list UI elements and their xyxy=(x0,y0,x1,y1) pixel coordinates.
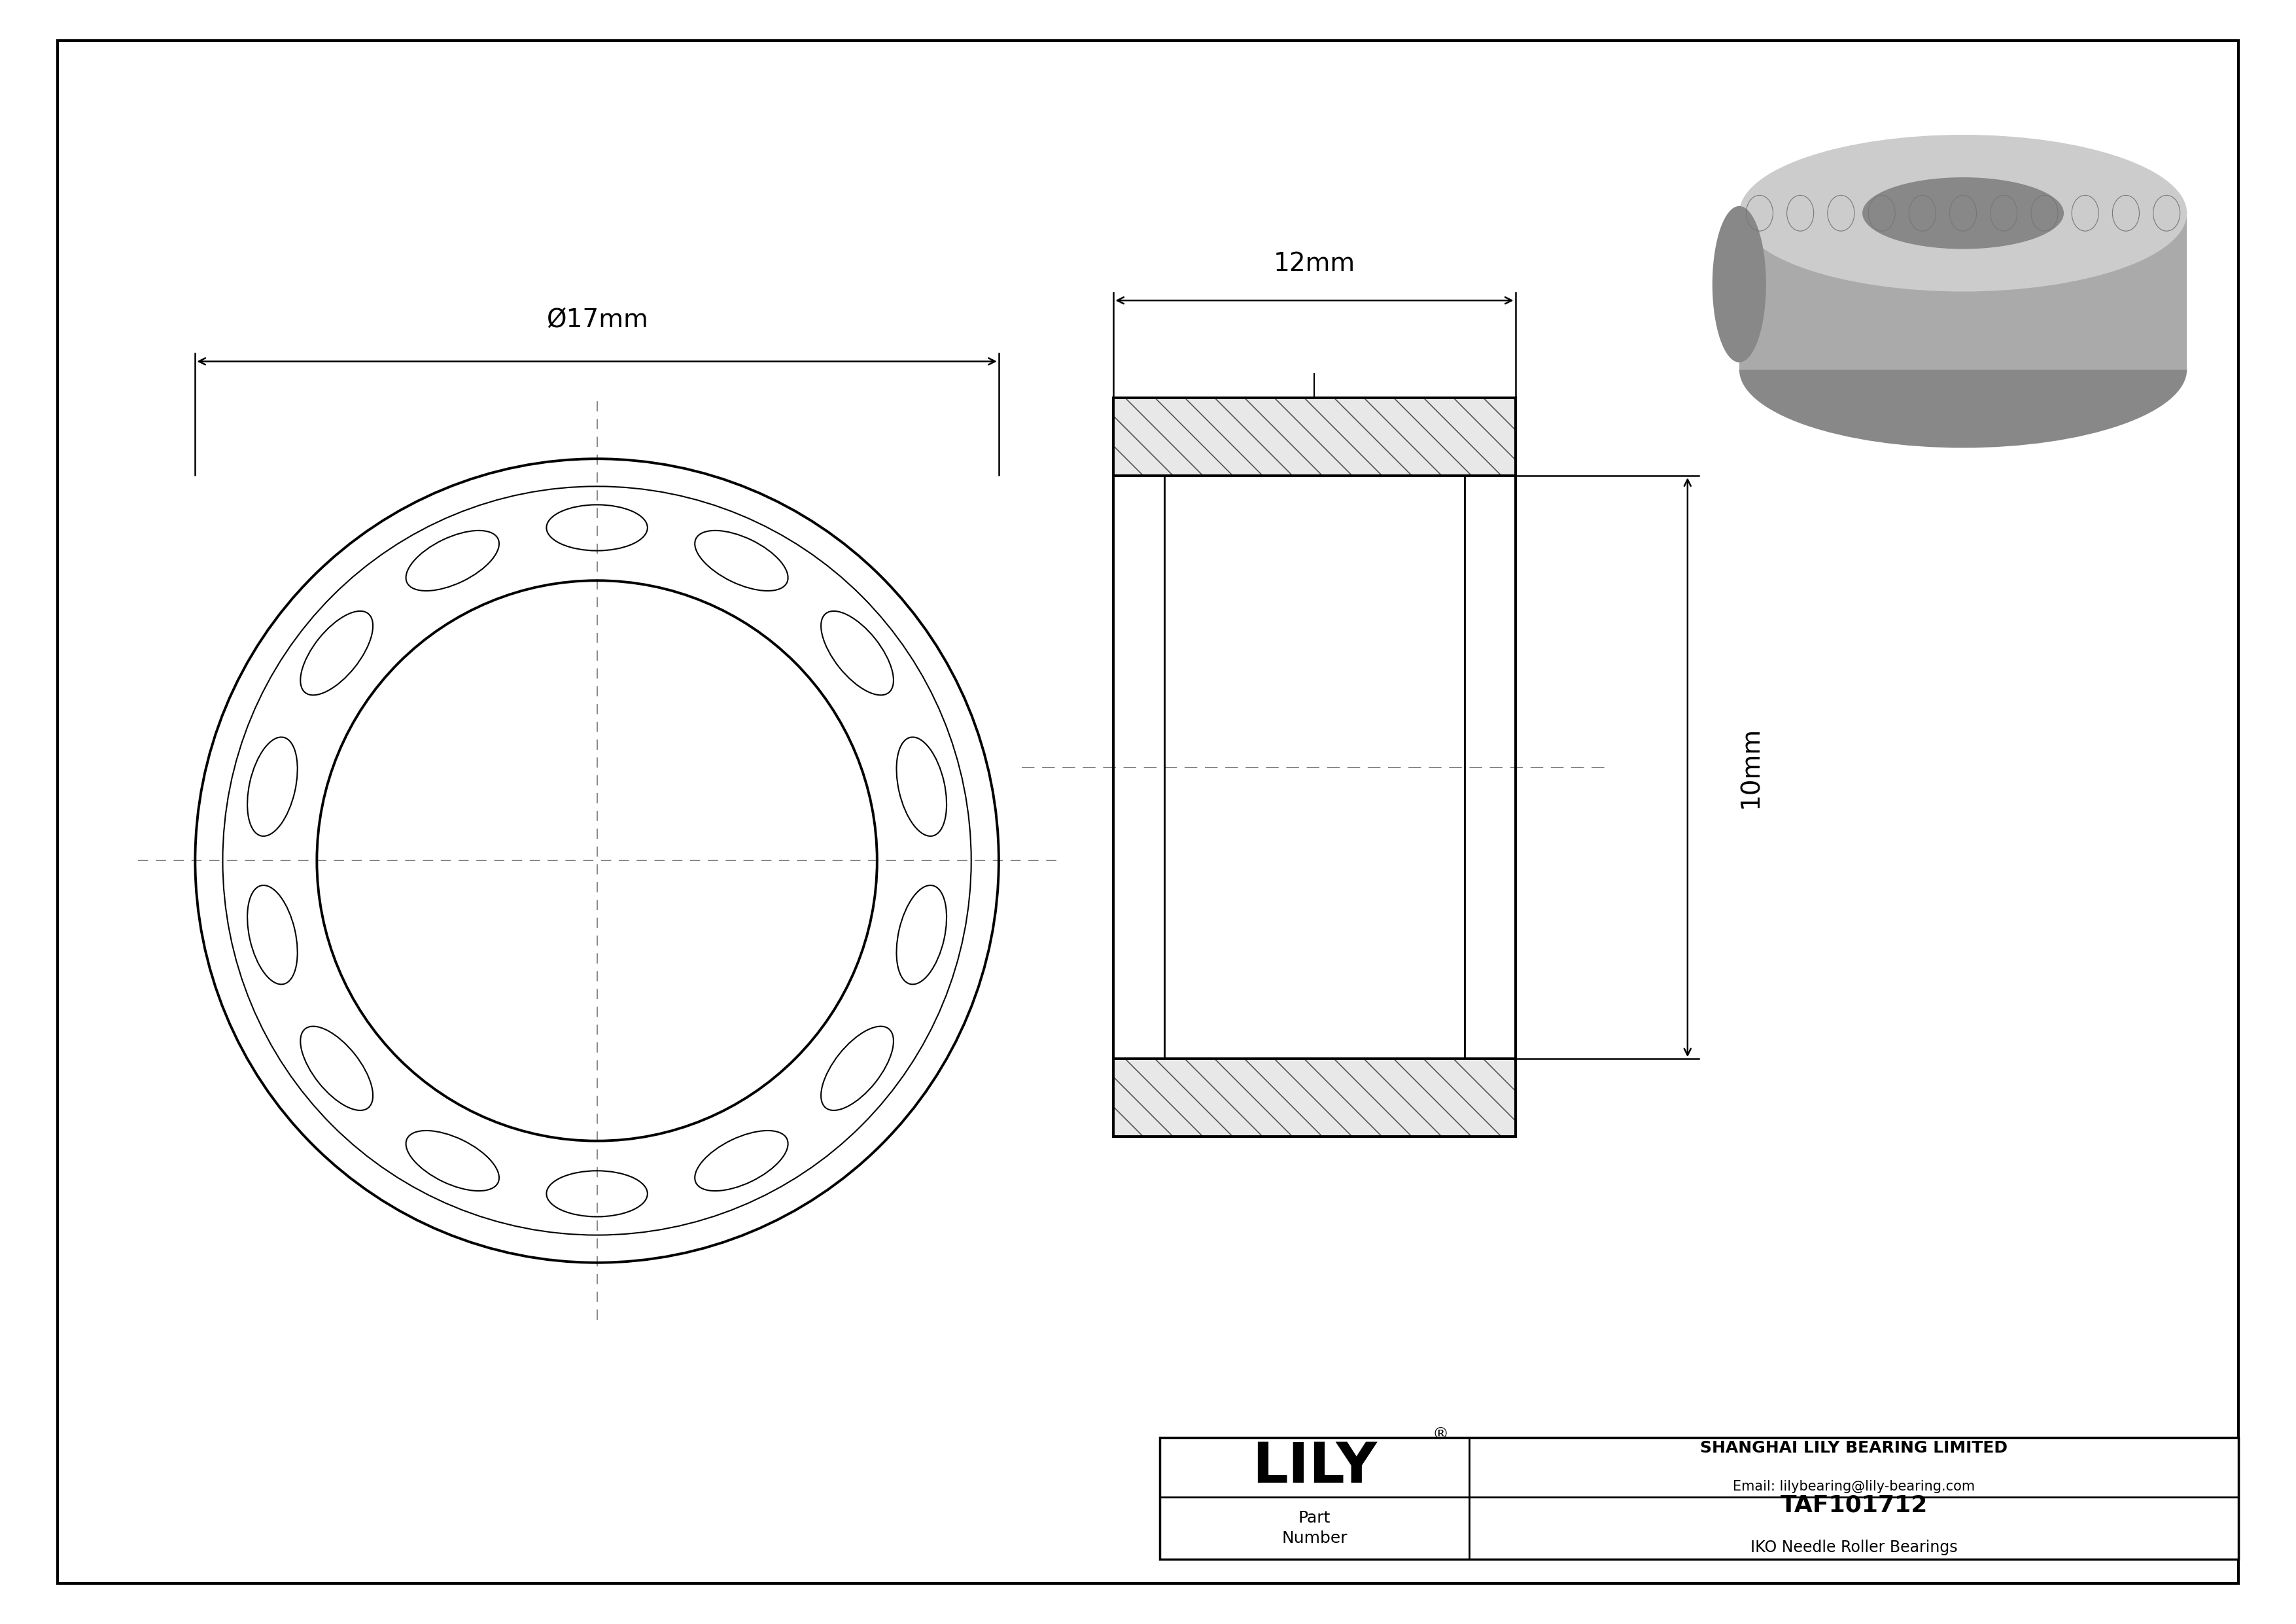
Bar xyxy=(1740,213,2186,370)
Text: 10mm: 10mm xyxy=(1738,726,1763,809)
Text: IKO Needle Roller Bearings: IKO Needle Roller Bearings xyxy=(1750,1540,1958,1556)
Bar xyxy=(1114,398,1515,476)
Ellipse shape xyxy=(1740,135,2186,292)
Ellipse shape xyxy=(1862,177,2064,248)
Text: TAF101712: TAF101712 xyxy=(1779,1494,1929,1517)
Text: Ø17mm: Ø17mm xyxy=(546,307,647,333)
Ellipse shape xyxy=(1740,291,2186,448)
Text: LILY: LILY xyxy=(1251,1440,1378,1494)
Bar xyxy=(1114,398,1515,1137)
Text: SHANGHAI LILY BEARING LIMITED: SHANGHAI LILY BEARING LIMITED xyxy=(1701,1440,2007,1455)
Bar xyxy=(1159,1437,2239,1559)
Text: Part
Number: Part Number xyxy=(1281,1510,1348,1546)
Text: 12mm: 12mm xyxy=(1274,252,1355,276)
Bar xyxy=(1114,1059,1515,1137)
Text: Email: lilybearing@lily-bearing.com: Email: lilybearing@lily-bearing.com xyxy=(1733,1479,1975,1494)
Ellipse shape xyxy=(1713,206,1766,362)
Text: ®: ® xyxy=(1433,1427,1449,1442)
